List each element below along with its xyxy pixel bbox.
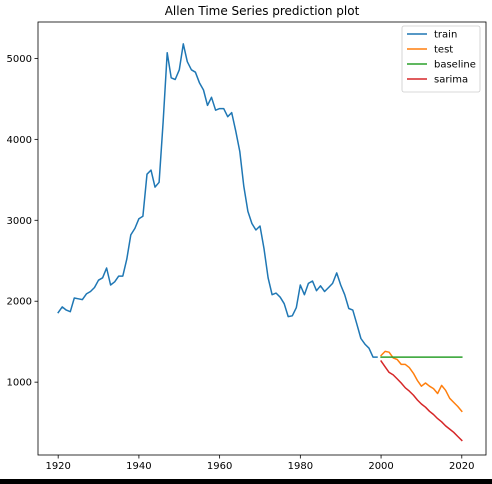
legend-label-baseline: baseline <box>434 60 476 71</box>
series-line-sarima <box>380 360 463 442</box>
y-tick-label: 4000 <box>7 135 32 146</box>
legend-label-sarima: sarima <box>434 75 468 86</box>
legend-label-test: test <box>434 45 453 56</box>
x-axis: 1920 1940 1960 1980 2000 2020 <box>45 455 475 472</box>
series-line-train <box>57 43 378 358</box>
x-tick-label: 1920 <box>45 461 70 472</box>
y-axis: 1000 2000 3000 4000 5000 <box>7 54 38 389</box>
x-tick-label: 2000 <box>368 461 393 472</box>
y-tick-label: 1000 <box>7 378 32 389</box>
series-line-test <box>380 350 463 413</box>
x-tick-label: 1980 <box>288 461 313 472</box>
chart-title: Allen Time Series prediction plot <box>165 4 360 18</box>
x-tick-label: 1940 <box>126 461 151 472</box>
y-tick-label: 5000 <box>7 54 32 65</box>
series-group <box>57 43 463 442</box>
y-tick-label: 2000 <box>7 297 32 308</box>
bottom-bar <box>0 479 492 484</box>
x-tick-label: 2020 <box>449 461 474 472</box>
plot-frame <box>37 21 487 456</box>
x-tick-label: 1960 <box>207 461 232 472</box>
legend-label-train: train <box>434 30 457 41</box>
y-tick-label: 3000 <box>7 216 32 227</box>
legend-box <box>401 25 481 93</box>
legend: train test baseline sarima <box>401 25 481 93</box>
